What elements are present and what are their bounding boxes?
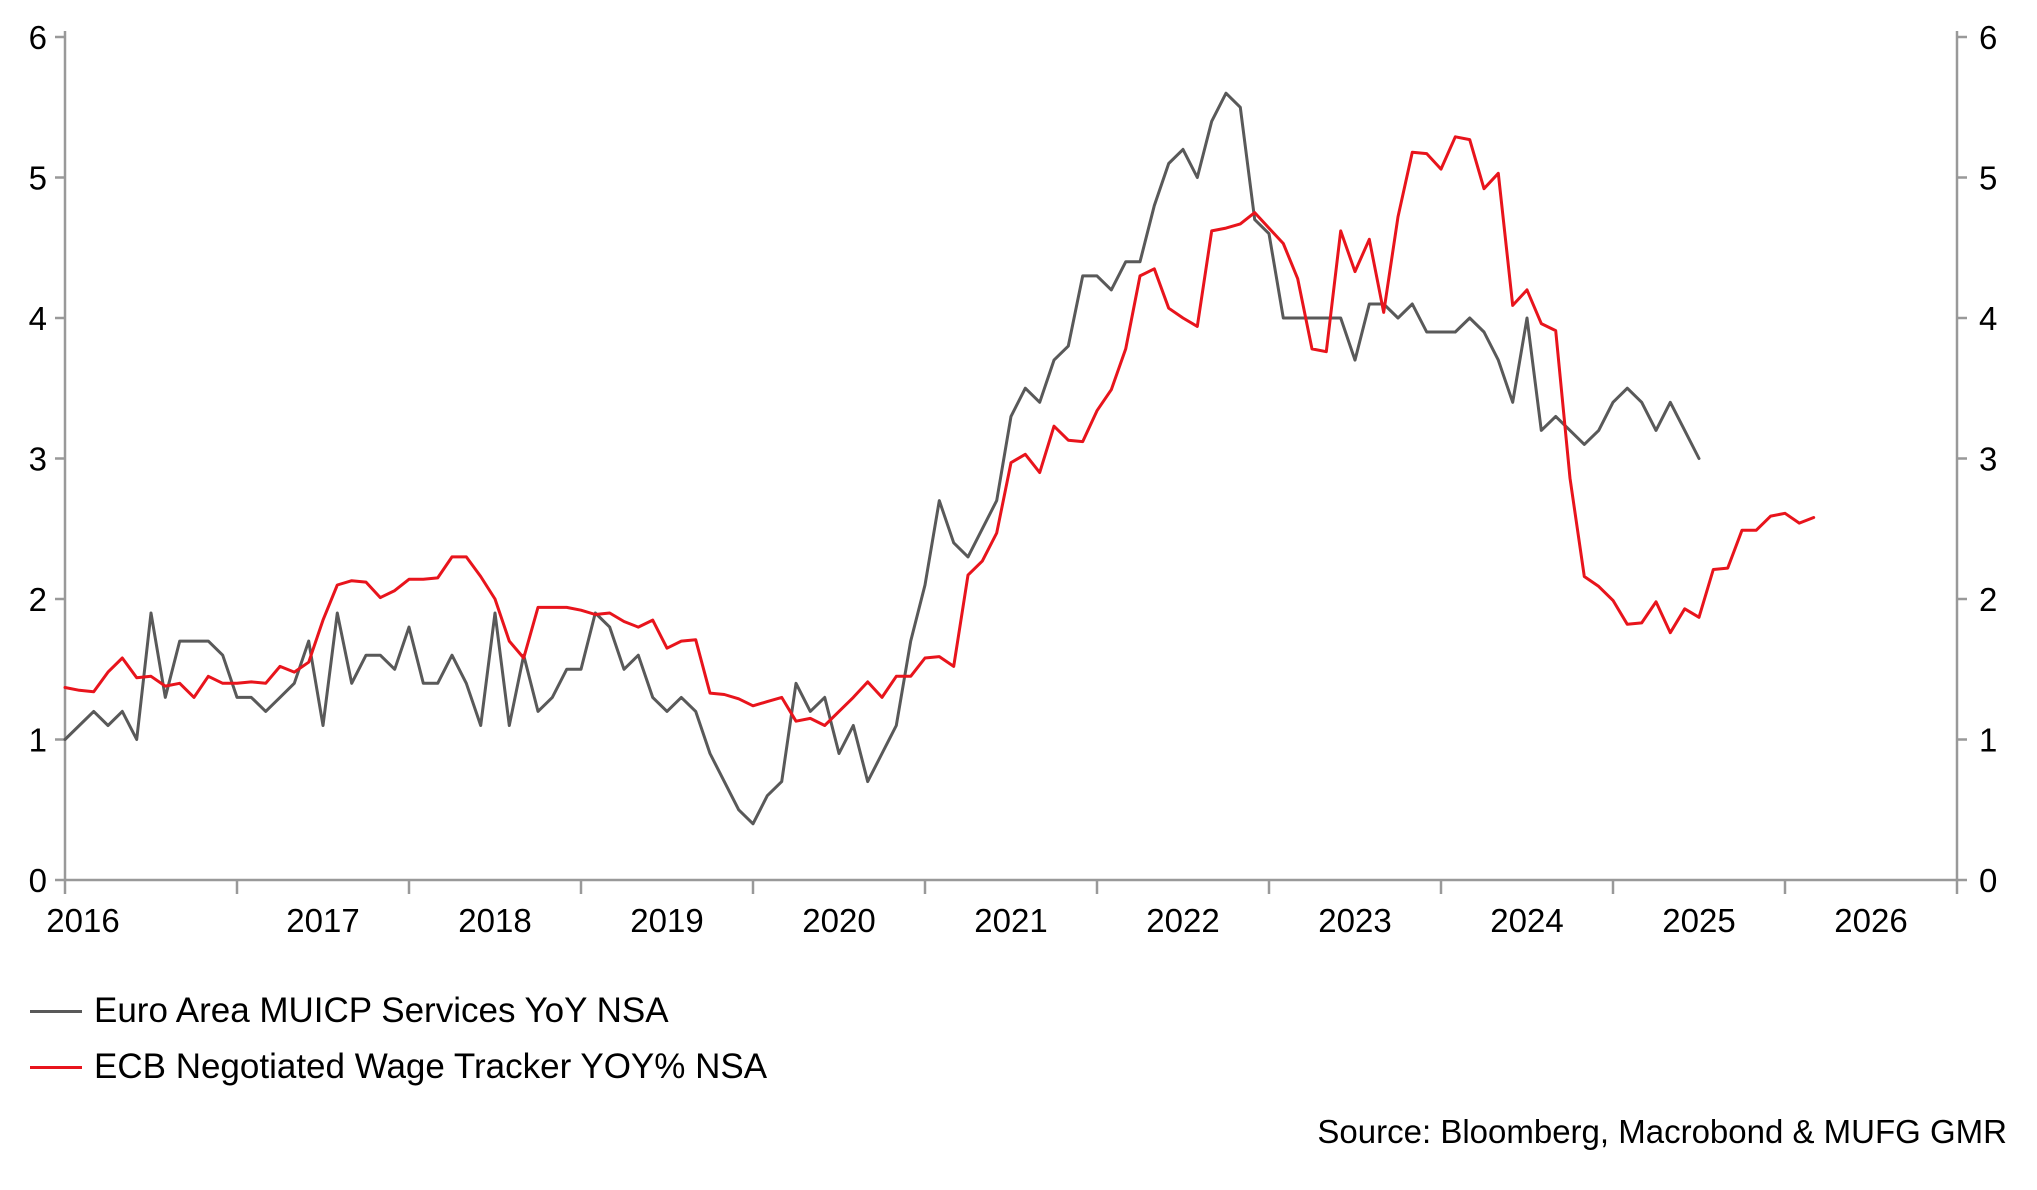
source-note: Source: Bloomberg, Macrobond & MUFG GMR xyxy=(1317,1113,2007,1150)
right-y-tick-label: 5 xyxy=(1979,160,1997,197)
right-y-tick-label: 6 xyxy=(1979,19,1997,56)
x-tick-label: 2025 xyxy=(1662,902,1735,939)
series-line-wage-tracker xyxy=(63,135,1816,727)
legend-swatch-services xyxy=(30,1009,82,1013)
right-y-tick-label: 2 xyxy=(1979,581,1997,618)
left-y-tick-label: 3 xyxy=(29,441,47,478)
x-tick-label: 2021 xyxy=(974,902,1047,939)
legend: Euro Area MUICP Services YoY NSA ECB Neg… xyxy=(30,983,767,1095)
legend-label-wage-tracker: ECB Negotiated Wage Tracker YOY% NSA xyxy=(94,1047,768,1086)
tick-labels: 0 0 1 1 2 2 3 3 4 4 5 5 6 6 2016 2017 2018 2019 2020 2021 20… xyxy=(29,19,1998,939)
series-line-services-inflation xyxy=(63,91,1701,826)
x-tick-label: 2022 xyxy=(1146,902,1219,939)
series-layer xyxy=(63,91,1816,826)
left-y-tick-label: 1 xyxy=(29,722,47,759)
right-y-tick-label: 3 xyxy=(1979,441,1997,478)
left-y-tick-label: 5 xyxy=(29,160,47,197)
x-tick-label: 2024 xyxy=(1490,902,1563,939)
x-tick-label: 2018 xyxy=(458,902,531,939)
right-y-tick-label: 0 xyxy=(1979,862,1997,899)
x-tick-label: 2017 xyxy=(286,902,359,939)
x-tick-label: 2026 xyxy=(1834,902,1907,939)
x-tick-label: 2019 xyxy=(630,902,703,939)
right-y-tick-label: 1 xyxy=(1979,722,1997,759)
x-tick-label: 2020 xyxy=(802,902,875,939)
legend-swatch-wage-tracker xyxy=(30,1065,82,1069)
left-y-tick-label: 6 xyxy=(29,19,47,56)
left-y-tick-label: 0 xyxy=(29,862,47,899)
left-y-tick-label: 2 xyxy=(29,581,47,618)
right-y-tick-label: 4 xyxy=(1979,300,1997,337)
legend-item-services: Euro Area MUICP Services YoY NSA xyxy=(30,983,767,1039)
left-y-tick-label: 4 xyxy=(29,300,47,337)
legend-label-services: Euro Area MUICP Services YoY NSA xyxy=(94,991,669,1030)
x-tick-label: 2023 xyxy=(1318,902,1391,939)
x-tick-label: 2016 xyxy=(46,902,119,939)
legend-item-wage-tracker: ECB Negotiated Wage Tracker YOY% NSA xyxy=(30,1039,767,1095)
